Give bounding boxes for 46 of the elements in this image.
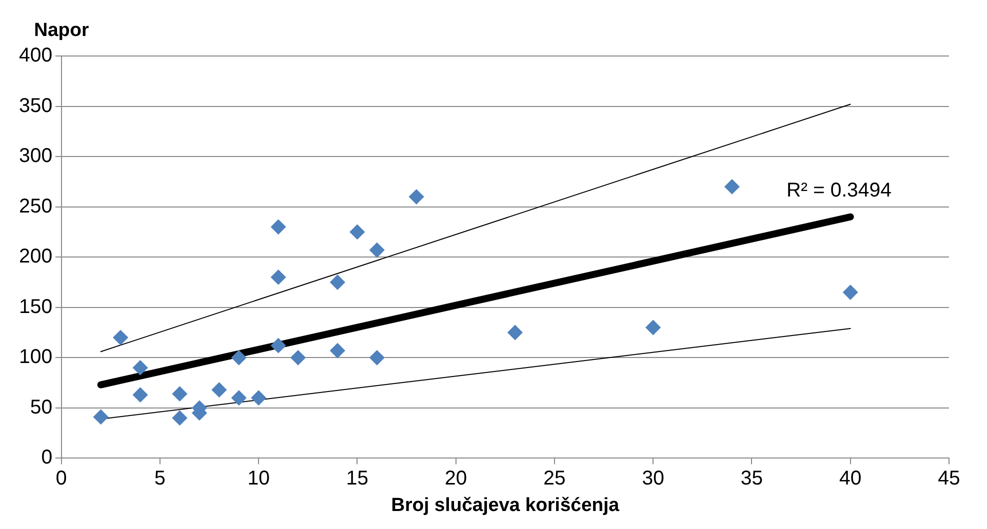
y-tick-label: 300 [18,145,52,168]
point [646,320,661,335]
point [212,382,227,398]
point [330,343,346,358]
y-tick-label: 400 [18,44,52,67]
y-axis-title: Napor [34,20,89,42]
point [369,350,384,366]
x-tick-label: 15 [346,468,368,490]
x-tick-label: 30 [642,468,664,490]
x-tick-label: 20 [444,468,467,490]
y-tick-label: 250 [18,195,52,218]
y-tick-label: 0 [41,446,52,469]
x-tick-label: 10 [247,468,270,490]
point [231,390,246,406]
annotation: R² = 0.3494 [786,179,892,202]
x-axis-title: Broj slučajeva korišćenja [391,494,620,516]
point [350,224,365,240]
y-tick-label: 100 [18,346,52,368]
point [724,179,740,194]
x-tick-label: 45 [938,468,960,490]
x-tick-label: 40 [839,468,862,490]
point [251,390,266,406]
point [113,330,128,346]
point [270,219,286,234]
point [93,409,108,424]
point [842,284,858,300]
x-tick-label: 35 [740,468,763,490]
point [369,242,384,258]
y-tick-label: 350 [18,94,52,117]
y-tick-label: 150 [18,296,52,318]
point [172,410,188,426]
point [270,270,286,285]
point [270,338,286,354]
point [231,350,246,366]
point [132,360,148,376]
x-tick-label: 0 [56,468,67,490]
y-tick-label: 50 [30,396,52,418]
x-tick-label: 25 [543,468,566,490]
point [172,386,188,402]
point [132,387,148,402]
point [508,325,523,340]
x-tick-label: 5 [154,468,166,490]
point [408,189,424,204]
point [290,350,306,366]
y-tick-label: 200 [18,246,52,268]
point [330,274,346,290]
